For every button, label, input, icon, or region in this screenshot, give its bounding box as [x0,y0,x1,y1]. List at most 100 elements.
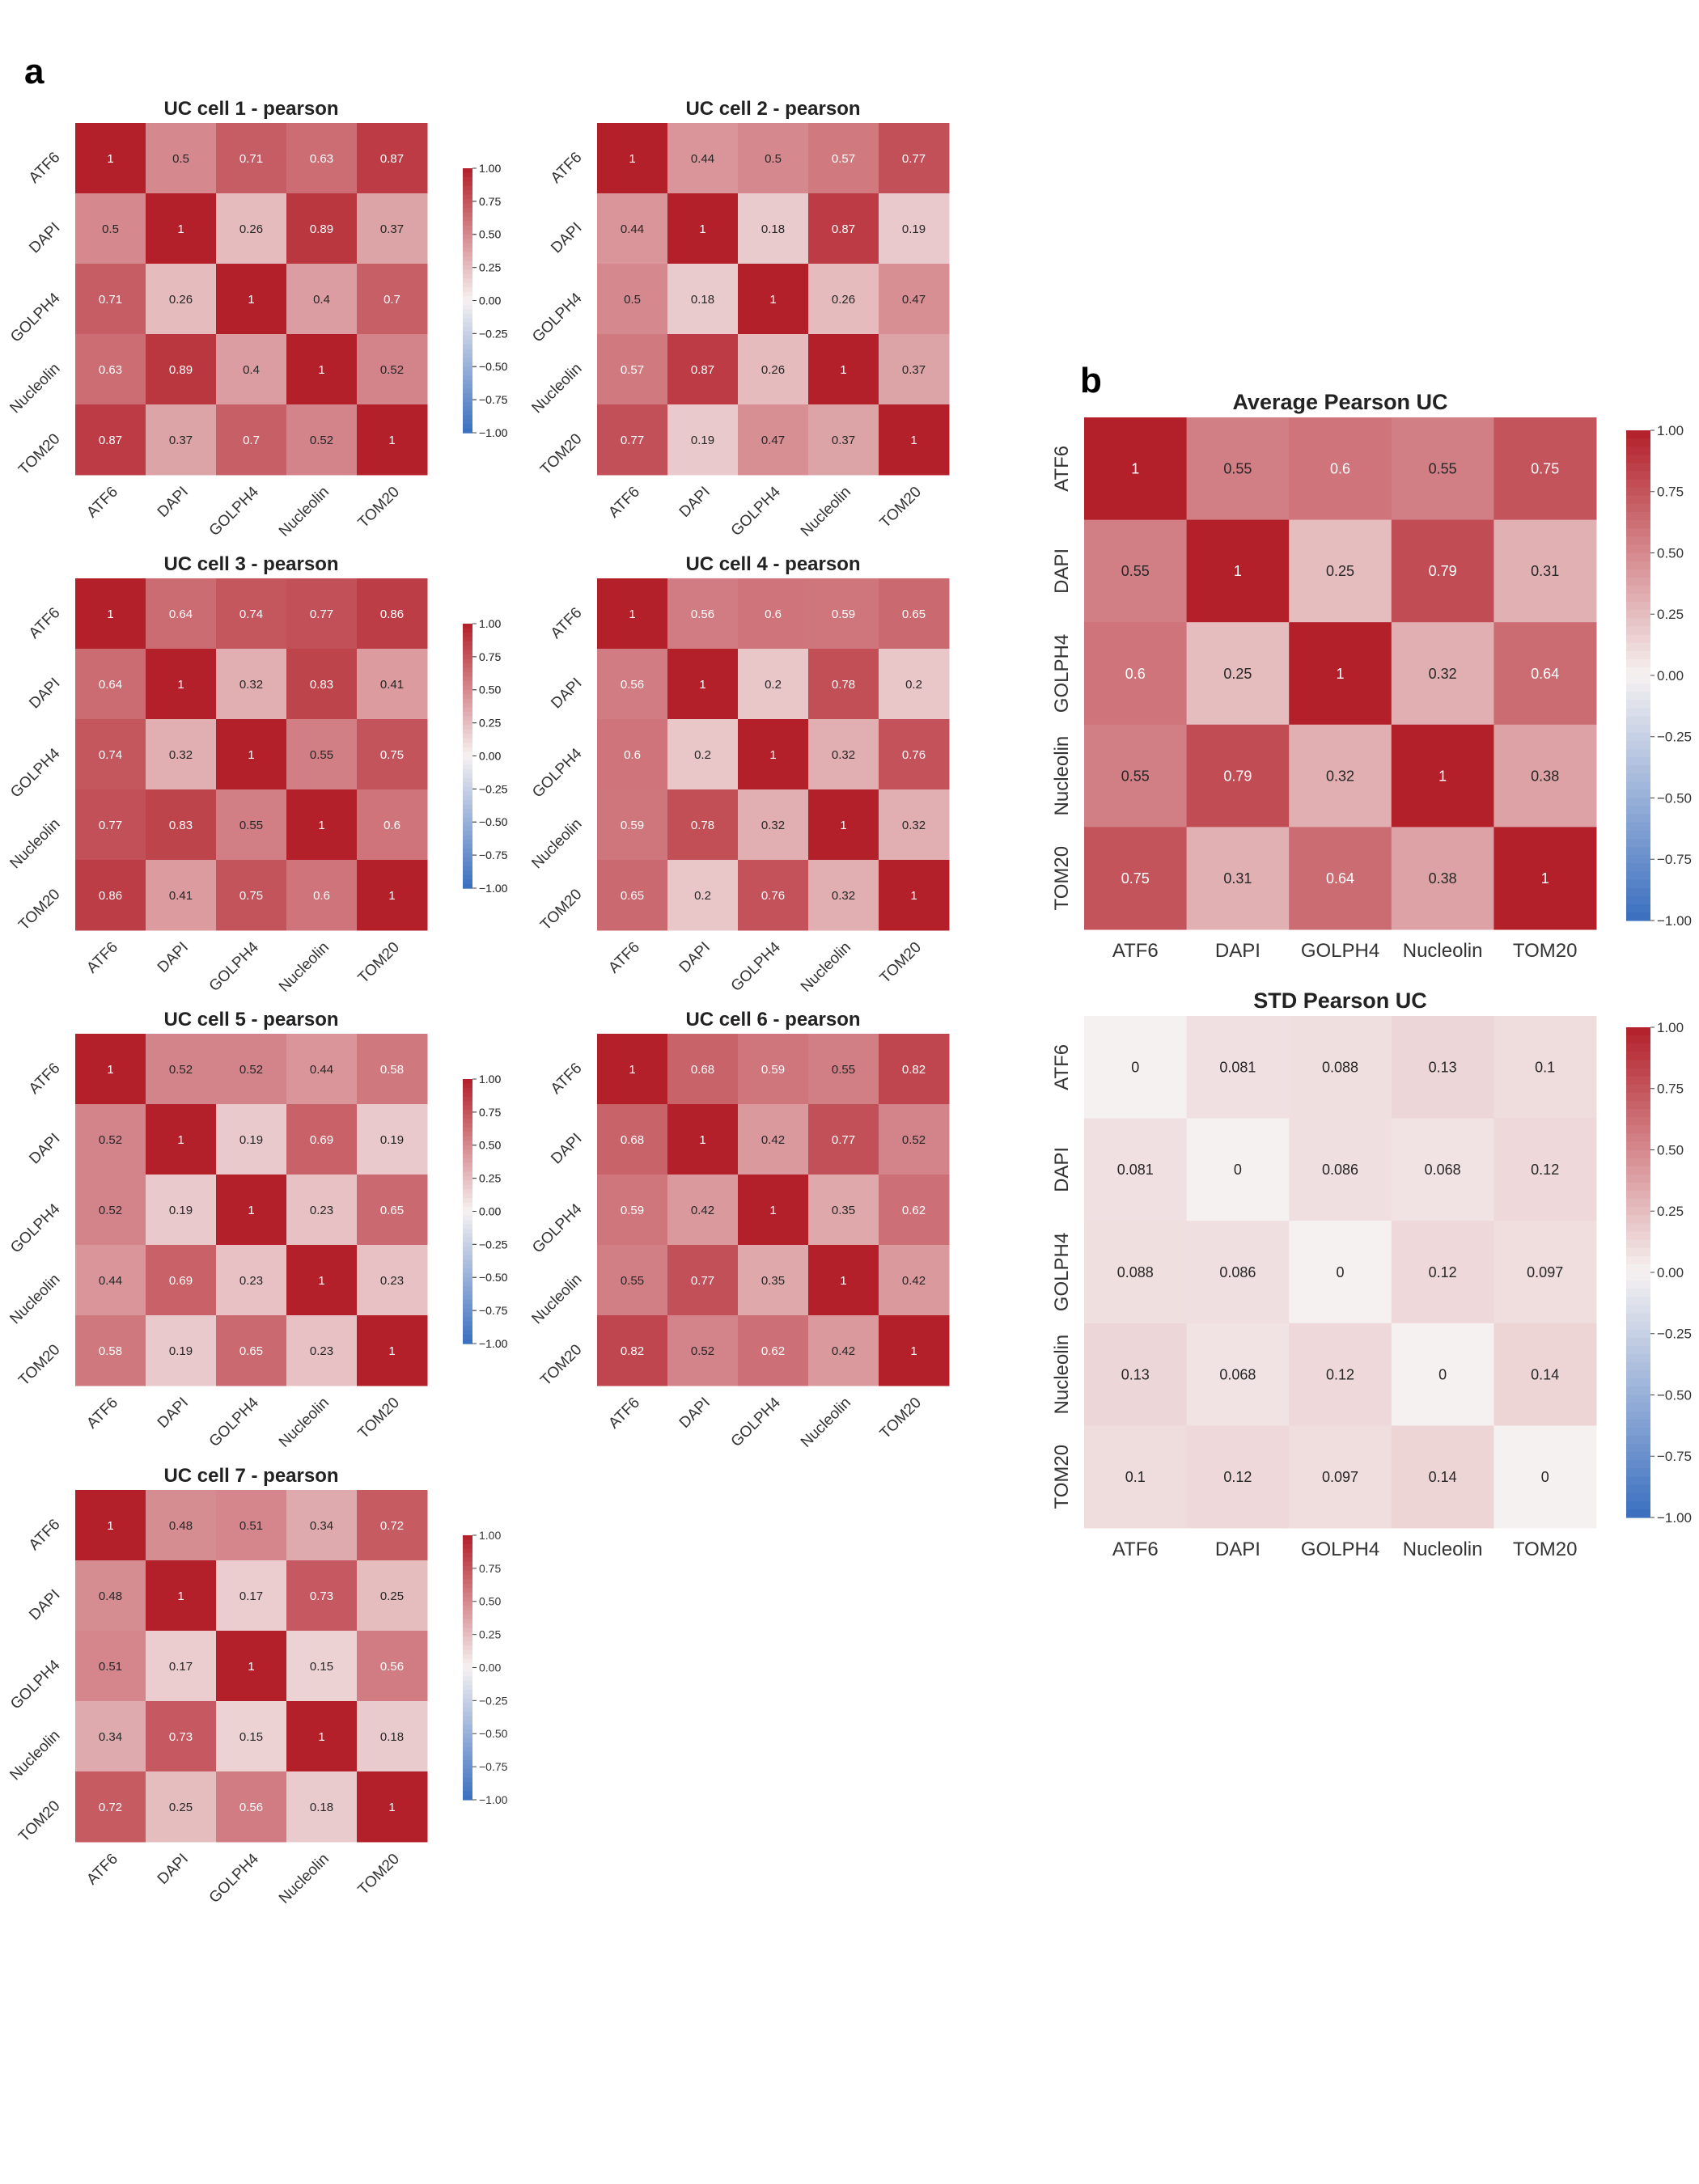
uc-cell-7-colorbar-segment [463,1689,472,1695]
uc-cell-3-colorbar-tick-label: −0.50 [479,815,508,828]
uc-cell-6-value-label: 0.62 [761,1344,785,1358]
uc-cell-1-colorbar-tick-label: 0.25 [479,261,501,274]
std-pearson-colorbar-segment [1626,1476,1650,1486]
std-pearson-colorbar-segment [1626,1141,1650,1151]
average-pearson-colorbar-segment [1626,855,1650,864]
uc-cell-4-value-label: 1 [840,819,846,832]
uc-cell-6-colorbar-tick-label: −1.00 [479,1337,508,1350]
uc-cell-6-colorbar-segment [463,1326,472,1331]
std-pearson-cell-dapi-tom20 [1494,1118,1597,1221]
uc-cell-2-colorbar-segment [463,424,472,430]
uc-cell-6-cell-golph4-atf6 [597,1175,668,1246]
uc-cell-1-value-label: 0.87 [380,152,404,166]
average-pearson-colorbar-segment [1626,512,1650,521]
uc-cell-7-value-label: 0.51 [239,1519,263,1533]
uc-cell-3-value-label: 0.74 [239,607,263,621]
average-pearson-colorbar-segment [1626,602,1650,611]
uc-cell-1-cell-nucleolin-atf6 [75,334,146,405]
uc-cell-2-colorbar-segment [463,397,472,403]
uc-cell-4-colorbar-segment [463,751,472,757]
uc-cell-7-colorbar-segment [463,1707,472,1712]
std-pearson-colorbar-segment [1626,1289,1650,1297]
uc-cell-7-colorbar-segment [463,1552,472,1558]
average-pearson-cell-atf6-dapi [1186,417,1290,521]
average-pearson-col-label: TOM20 [1513,940,1578,962]
uc-cell-6-colorbar-segment [463,1145,472,1150]
uc-cell-6-colorbar-segment [463,1079,472,1085]
average-pearson-cell-nucleolin-atf6 [1084,724,1188,827]
uc-cell-1-cell-golph4-tom20 [357,264,428,335]
std-pearson-colorbar-segment [1626,1321,1650,1331]
uc-cell-7-colorbar-segment [463,1561,472,1567]
std-pearson-value-label: 0.097 [1527,1264,1563,1280]
std-pearson-colorbar-segment [1626,1100,1650,1110]
average-pearson-colorbar-segment [1626,895,1650,905]
uc-cell-2-colorbar-segment [463,225,472,231]
uc-cell-2-colorbar-tick-label: −0.50 [479,360,508,373]
uc-cell-7-colorbar-tick-label: −0.50 [479,1727,508,1740]
uc-cell-1-cell-tom20-nucleolin [286,404,358,476]
uc-cell-5-value-label: 0.52 [239,1063,263,1077]
uc-cell-6-cell-nucleolin-nucleolin [808,1245,879,1316]
average-pearson-colorbar-segment [1626,692,1650,700]
average-pearson-colorbar-segment [1626,814,1650,823]
uc-cell-4-cell-golph4-atf6 [597,719,668,790]
uc-cell-2-value-label: 0.5 [624,293,641,307]
uc-cell-7-value-label: 0.48 [169,1519,193,1533]
uc-cell-1-value-label: 0.63 [310,152,333,166]
uc-cell-6-cell-tom20-dapi [667,1315,739,1386]
uc-cell-2-value-label: 1 [840,363,846,377]
uc-cell-4-value-label: 1 [769,748,776,762]
uc-cell-2-cell-atf6-golph4 [738,123,809,194]
std-pearson-col-label: ATF6 [1112,1539,1159,1560]
average-pearson-value-label: 1 [1336,666,1344,682]
uc-cell-3-cell-tom20-atf6 [75,860,146,931]
uc-cell-2-colorbar-segment [463,370,472,376]
uc-cell-5-cell-dapi-dapi [146,1104,217,1175]
std-pearson-value-label: 0.12 [1326,1366,1354,1382]
average-pearson-colorbar-tick-label: 0.50 [1657,545,1684,561]
uc-cell-1-cell-nucleolin-golph4 [216,334,287,405]
uc-cell-4-value-label: 0.65 [902,607,926,621]
uc-cell-5-value-label: 0.19 [380,1133,404,1147]
std-pearson-heatmap: STD Pearson UC 0 0.081 0.088 0.13 0.1 0.081 0 0.… [1051,988,1692,1560]
uc-cell-5-value-label: 0.23 [239,1274,263,1288]
uc-cell-2-cell-nucleolin-golph4 [738,334,809,405]
uc-cell-2-colorbar-segment [463,216,472,222]
average-pearson-colorbar-segment [1626,912,1650,921]
uc-cell-4-colorbar-segment [463,879,472,885]
uc-cell-2-colorbar-tick-label: −1.00 [479,426,508,439]
uc-cell-4-value-label: 0.2 [694,748,711,762]
uc-cell-4-cell-dapi-atf6 [597,649,668,720]
uc-cell-7-colorbar-segment [463,1694,472,1699]
std-pearson-value-label: 0.086 [1219,1264,1256,1280]
uc-cell-7-cell-dapi-nucleolin [286,1560,358,1632]
uc-cell-7-value-label: 0.48 [99,1589,122,1603]
average-pearson-col-label: DAPI [1215,940,1260,962]
std-pearson-colorbar-segment [1626,1444,1650,1453]
uc-cell-7-value-label: 0.51 [99,1660,122,1674]
uc-cell-1-value-label: 0.37 [169,434,193,447]
uc-cell-4-colorbar-segment [463,870,472,876]
std-pearson-col-label: GOLPH4 [1301,1539,1379,1560]
uc-cell-2-colorbar-tick-label: −0.25 [479,327,508,340]
uc-cell-6-colorbar-segment [463,1198,472,1204]
uc-cell-3-heatmap: UC cell 3 - pearson 1 0.64 0.74 0.77 0.86 0.64… [6,553,507,996]
uc-cell-2-cell-nucleolin-dapi [667,334,739,405]
average-pearson-value-label: 1 [1234,563,1242,579]
uc-cell-2-value-label: 0.87 [832,222,855,236]
uc-cell-3-cell-golph4-atf6 [75,719,146,790]
uc-cell-2-colorbar-segment [463,172,472,178]
uc-cell-4-value-label: 0.6 [624,748,641,762]
average-pearson-value-label: 0.32 [1326,768,1354,784]
uc-cell-2-colorbar-segment [463,349,472,354]
uc-cell-4-cell-tom20-tom20 [879,860,950,931]
uc-cell-4-value-label: 0.2 [694,889,711,903]
average-pearson-cell-golph4-atf6 [1084,622,1188,726]
uc-cell-2-colorbar-segment [463,304,472,310]
uc-cell-5-cell-dapi-nucleolin [286,1104,358,1175]
uc-cell-2-value-label: 0.87 [691,363,714,377]
average-pearson-cell-golph4-tom20 [1494,622,1597,726]
uc-cell-4-colorbar-segment [463,628,472,633]
